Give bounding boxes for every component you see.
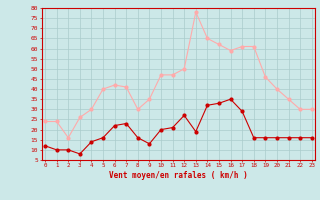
X-axis label: Vent moyen/en rafales ( km/h ): Vent moyen/en rafales ( km/h ) [109, 171, 248, 180]
